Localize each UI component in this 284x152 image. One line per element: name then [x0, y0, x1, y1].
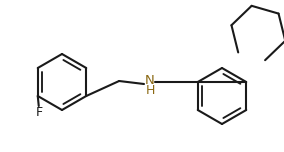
Text: F: F — [36, 105, 43, 119]
Text: N: N — [145, 74, 155, 86]
Text: H: H — [145, 85, 155, 97]
